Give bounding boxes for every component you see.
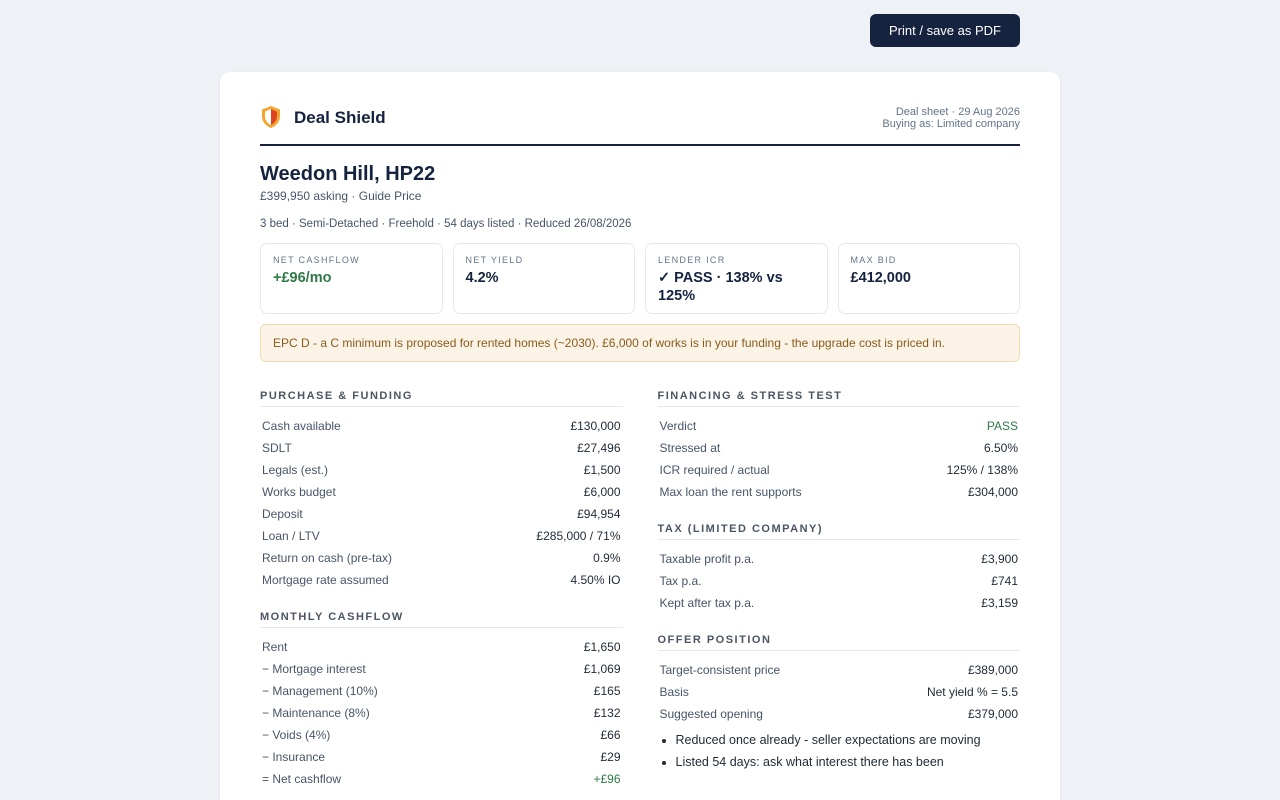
sheet-date: Deal sheet · 29 Aug 2026 [895, 106, 1020, 118]
purchase-rows: Cash available £130,000 SDLT £27,496 Legal… [260, 415, 623, 591]
kpi-label: Max bid [850, 255, 897, 265]
offer-position-section: Offer Position Target-consistent price £3… [657, 634, 1021, 773]
list-item: Listed 54 days: ask what interest there … [676, 751, 1021, 773]
table-row: − Maintenance (8%) £132 [262, 706, 621, 720]
section-title: Offer Position [657, 634, 1020, 651]
kpi-max-bid: Max bid £412,000 [837, 243, 1020, 314]
property-details: 3 bed · Semi-Detached · Freehold · 54 da… [260, 218, 632, 230]
table-row: Kept after tax p.a. £3,159 [659, 596, 1019, 610]
table-row: SDLT £27,496 [262, 441, 621, 455]
deal-sheet-card: Deal Shield Deal sheet · 29 Aug 2026 Buy… [220, 72, 1060, 800]
table-row: Cash available £130,000 [262, 419, 621, 433]
left-column: Purchase & Funding Cash available £130,00… [260, 390, 623, 800]
table-row: Tax p.a. £741 [659, 574, 1019, 588]
tax-section: Tax (Limited company) Taxable profit p.a… [657, 523, 1020, 614]
kpi-net-yield: Net yield 4.2% [452, 243, 635, 314]
financing-stress-section: Financing & Stress Test Verdict PASS Stre… [657, 390, 1021, 503]
sheet-meta: Deal sheet · 29 Aug 2026 Buying as: Limi… [882, 106, 1020, 130]
buying-as: Buying as: Limited company [882, 118, 1020, 130]
table-row: Suggested opening £379,000 [659, 707, 1019, 721]
section-title: Tax (Limited company) [657, 523, 1020, 540]
table-row: − Voids (4%) £66 [262, 728, 621, 742]
monthly-cashflow-section: Monthly Cashflow Rent £1,650 − Mortgage i… [260, 611, 623, 790]
asking-price: £399,950 asking · Guide Price [260, 189, 422, 203]
shield-icon [260, 105, 282, 129]
table-row: ICR required / actual 125% / 138% [659, 463, 1019, 477]
section-title: Monthly Cashflow [260, 611, 623, 628]
sheet-header: Deal Shield Deal sheet · 29 Aug 2026 Buy… [260, 72, 1020, 146]
kpi-value: +£96/mo [273, 270, 332, 286]
kpi-label: Lender ICR [658, 255, 726, 265]
kpi-label: Net yield [465, 255, 524, 265]
kpi-value: £412,000 [850, 270, 911, 286]
table-row: Works budget £6,000 [262, 485, 621, 499]
kpi-net-cashflow: Net cashflow +£96/mo [260, 243, 443, 314]
print-save-pdf-button[interactable]: Print / save as PDF [870, 14, 1020, 47]
table-row: Rent £1,650 [262, 640, 621, 654]
section-title: Financing & Stress Test [657, 390, 1020, 407]
detail-columns: Purchase & Funding Cash available £130,00… [260, 390, 1020, 800]
kpi-lender-icr: Lender ICR ✓ PASS · 138% vs 125% [645, 243, 828, 314]
kpi-label: Net cashflow [273, 255, 360, 265]
purchase-funding-section: Purchase & Funding Cash available £130,00… [260, 390, 623, 591]
table-row: Target-consistent price £389,000 [659, 663, 1019, 677]
list-item: Reduced once already - seller expectatio… [676, 729, 1021, 751]
table-row: − Mortgage interest £1,069 [262, 662, 621, 676]
right-column: Financing & Stress Test Verdict PASS Stre… [657, 390, 1021, 800]
epc-notice: EPC D - a C minimum is proposed for rent… [260, 324, 1020, 362]
table-row: − Insurance £29 [262, 750, 621, 764]
table-row: Mortgage rate assumed 4.50% IO [262, 573, 621, 587]
verdict-row: Verdict PASS [658, 415, 1021, 437]
section-title: Purchase & Funding [260, 390, 623, 407]
status-badge: PASS [986, 419, 1018, 433]
kpi-strip: Net cashflow +£96/mo Net yield 4.2% Lend… [260, 243, 1020, 314]
offer-notes: Reduced once already - seller expectatio… [658, 729, 1021, 773]
kpi-value: ✓ PASS · 138% vs 125% [658, 270, 783, 304]
brand-name: Deal Shield [294, 108, 386, 127]
table-row: Taxable profit p.a. £3,900 [659, 552, 1019, 566]
table-row: Stressed at 6.50% [659, 441, 1019, 455]
table-row: Return on cash (pre-tax) 0.9% [262, 551, 621, 565]
kpi-value: 4.2% [465, 270, 499, 286]
table-row: Deposit £94,954 [262, 507, 621, 521]
table-row: Basis Net yield % = 5.5 [659, 685, 1019, 699]
table-row: − Management (10%) £165 [262, 684, 621, 698]
table-row: Max loan the rent supports £304,000 [659, 485, 1019, 499]
table-row: Legals (est.) £1,500 [262, 463, 621, 477]
table-row: Loan / LTV £285,000 / 71% [262, 529, 621, 543]
property-title: Weedon Hill, HP22 [260, 163, 436, 185]
net-cashflow-row: = Net cashflow +£96 [262, 772, 621, 786]
